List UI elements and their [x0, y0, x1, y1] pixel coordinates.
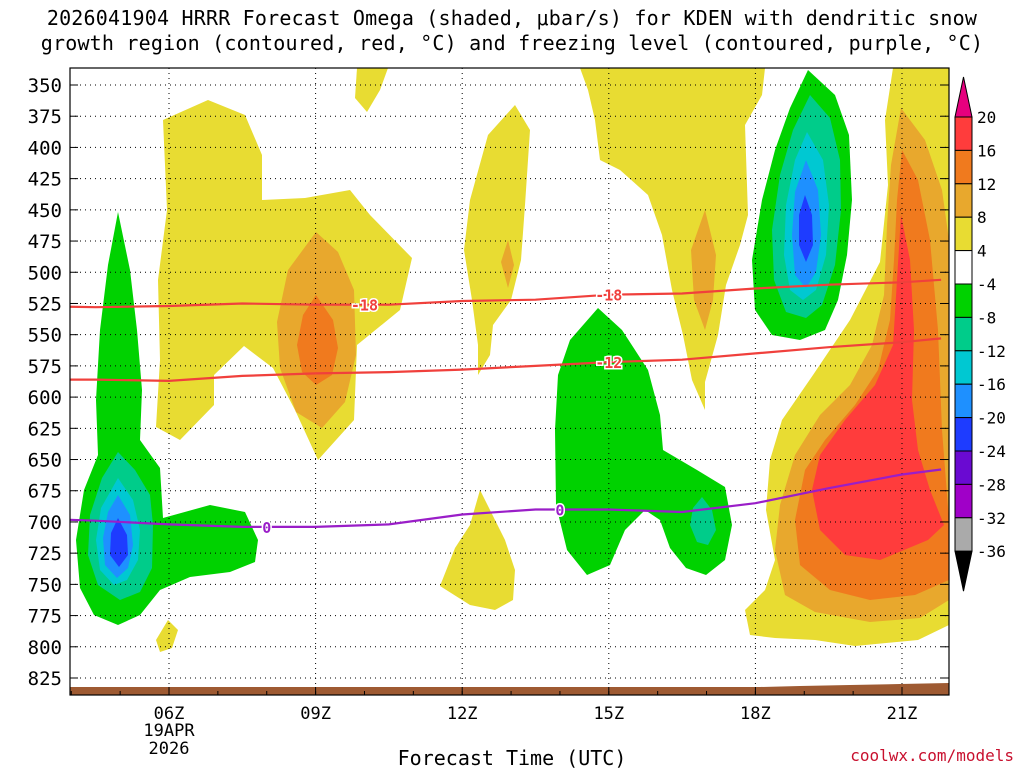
colorbar-band	[954, 250, 973, 285]
y-tick-label: 575	[28, 356, 62, 378]
y-tick-label: 625	[28, 418, 62, 440]
terrain-strip	[70, 683, 949, 695]
colorbar-band	[954, 517, 973, 552]
y-tick-label: 775	[28, 606, 62, 628]
y-tick-label: 400	[28, 137, 62, 159]
x-tick-label: 15Z	[593, 704, 624, 724]
colorbar-band	[954, 183, 973, 218]
colorbar-label: -8	[977, 308, 996, 327]
omega-pos-region	[297, 295, 338, 385]
y-tick-label: 675	[28, 481, 62, 503]
colorbar-band	[954, 350, 973, 385]
chart-title: 2026041904 HRRR Forecast Omega (shaded, …	[46, 6, 978, 30]
colorbar-band	[954, 216, 973, 252]
colorbar-bottom-arrow	[954, 550, 973, 592]
contour--18	[70, 278, 942, 309]
x-axis-title: Forecast Time (UTC)	[397, 746, 627, 770]
y-tick-label: 425	[28, 169, 62, 191]
omega-pos-region	[464, 105, 530, 375]
contour-labels: -18 -18 -12 0 0	[261, 285, 624, 538]
x-axis: 06Z 09Z 12Z 15Z 18Z 21Z	[70, 687, 918, 724]
y-tick-label: 550	[28, 325, 62, 347]
y-tick-label: 525	[28, 293, 62, 315]
omega-neg-region	[555, 308, 732, 575]
colorbar-band	[954, 116, 973, 151]
colorbar-label: 8	[977, 208, 987, 227]
omega-pos-region	[440, 490, 515, 610]
omega-neg-region	[110, 518, 128, 567]
y-tick-label: 725	[28, 543, 62, 565]
contour-label: 0	[555, 501, 564, 519]
omega-pos-region	[156, 620, 178, 652]
colorbar-label: 20	[977, 108, 996, 127]
chart-subtitle: growth region (contoured, red, °C) and f…	[40, 31, 984, 55]
y-tick-label: 750	[28, 574, 62, 596]
omega-neg-region	[799, 195, 813, 262]
x-tick-label: 06Z	[154, 704, 185, 724]
x-year-label: 2026	[149, 739, 190, 759]
colorbar-band	[954, 450, 973, 485]
colorbar-top-arrow	[954, 76, 973, 118]
colorbar-label: -20	[977, 409, 1006, 428]
colorbar-band	[954, 283, 973, 318]
colorbar-band	[954, 316, 973, 352]
y-tick-label: 375	[28, 106, 62, 128]
contour-label: 0	[262, 519, 271, 537]
y-tick-label: 500	[28, 262, 62, 284]
colorbar-label: -16	[977, 375, 1006, 394]
contour-label: -18	[595, 287, 622, 305]
temperature-contours	[70, 278, 942, 528]
colorbar-label: 16	[977, 141, 996, 160]
x-tick-label: 21Z	[887, 704, 918, 724]
y-tick-label: 475	[28, 231, 62, 253]
omega-shading	[76, 68, 949, 652]
y-tick-label: 825	[28, 668, 62, 690]
y-tick-label: 800	[28, 637, 62, 659]
colorbar-band	[954, 483, 973, 519]
x-tick-label: 18Z	[740, 704, 771, 724]
y-tick-label: 350	[28, 75, 62, 97]
contour--12	[70, 337, 942, 383]
plot-frame	[69, 67, 950, 696]
omega-pos-region	[156, 100, 412, 460]
colorbar: 20 16 12 8 4 -4 -8 -12 -16 -20 -24 -28 -32 -36	[954, 76, 1006, 592]
colorbar-label: -4	[977, 275, 996, 294]
x-tick-label: 09Z	[300, 704, 331, 724]
contour-0	[70, 468, 942, 528]
omega-pos-region	[501, 240, 514, 288]
contour-label: -18	[351, 297, 378, 315]
y-tick-label: 450	[28, 200, 62, 222]
x-date-label: 19APR	[143, 721, 195, 741]
contour-label: -12	[595, 354, 622, 372]
credit-text: coolwx.com/models	[850, 746, 1014, 765]
y-tick-label: 700	[28, 512, 62, 534]
omega-pos-region	[580, 68, 765, 410]
colorbar-label: -36	[977, 542, 1006, 561]
colorbar-label: 4	[977, 242, 987, 261]
x-tick-label: 12Z	[447, 704, 478, 724]
y-axis: 350 375 400 425 450 475 500 525 550 575 600 625 650 6…	[28, 75, 949, 690]
y-tick-label: 650	[28, 450, 62, 472]
colorbar-label: 12	[977, 175, 996, 194]
colorbar-band	[954, 149, 973, 185]
colorbar-band	[954, 383, 973, 419]
colorbar-band	[954, 417, 973, 452]
omega-pos-region	[691, 210, 716, 330]
colorbar-label: -12	[977, 342, 1006, 361]
colorbar-label: -24	[977, 442, 1006, 461]
colorbar-label: -28	[977, 475, 1006, 494]
omega-pos-region	[355, 68, 388, 112]
colorbar-label: -32	[977, 509, 1006, 528]
y-tick-label: 600	[28, 387, 62, 409]
